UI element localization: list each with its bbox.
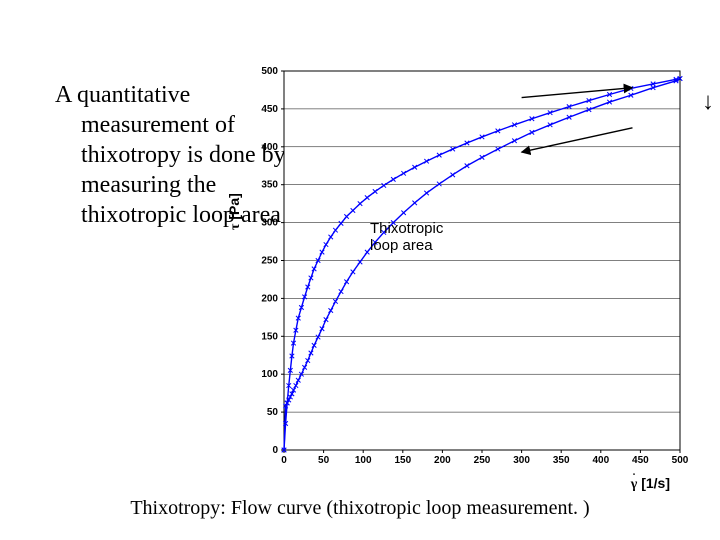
svg-text:250: 250 [261,256,278,267]
svg-text:150: 150 [261,331,278,342]
svg-text:0: 0 [272,445,278,456]
svg-text:100: 100 [355,455,372,466]
svg-text:500: 500 [672,455,689,466]
y-axis-title: τ [Pa] [226,193,244,230]
svg-text:250: 250 [474,455,491,466]
svg-text:200: 200 [434,455,451,466]
svg-text:0: 0 [281,455,287,466]
svg-text:450: 450 [632,455,649,466]
svg-text:100: 100 [261,369,278,380]
svg-text:300: 300 [513,455,530,466]
thixotropy-chart: 0 50 100 150 200 250 300 350 400 450 500 0 50 100 150 2… [240,65,690,485]
slide-root: { "description_text": "A quantitative me… [0,0,720,540]
svg-text:350: 350 [553,455,570,466]
svg-text:400: 400 [261,142,278,153]
svg-text:450: 450 [261,104,278,115]
svg-text:50: 50 [318,455,330,466]
loop-area-annotation: Thixotropic loop area [370,220,460,255]
svg-text:150: 150 [394,455,411,466]
x-axis-title: γ. [1/s] [631,475,670,493]
caption-text: Thixotropy: Flow curve (thixotropic loop… [0,497,720,520]
svg-text:300: 300 [261,218,278,229]
svg-text:350: 350 [261,180,278,191]
svg-text:400: 400 [592,455,609,466]
svg-text:200: 200 [261,293,278,304]
chart-svg: 0 50 100 150 200 250 300 350 400 450 500 0 50 100 150 2… [240,65,690,485]
svg-text:500: 500 [261,66,278,77]
svg-text:50: 50 [267,407,279,418]
down-arrow-icon: ↓ [702,90,714,114]
